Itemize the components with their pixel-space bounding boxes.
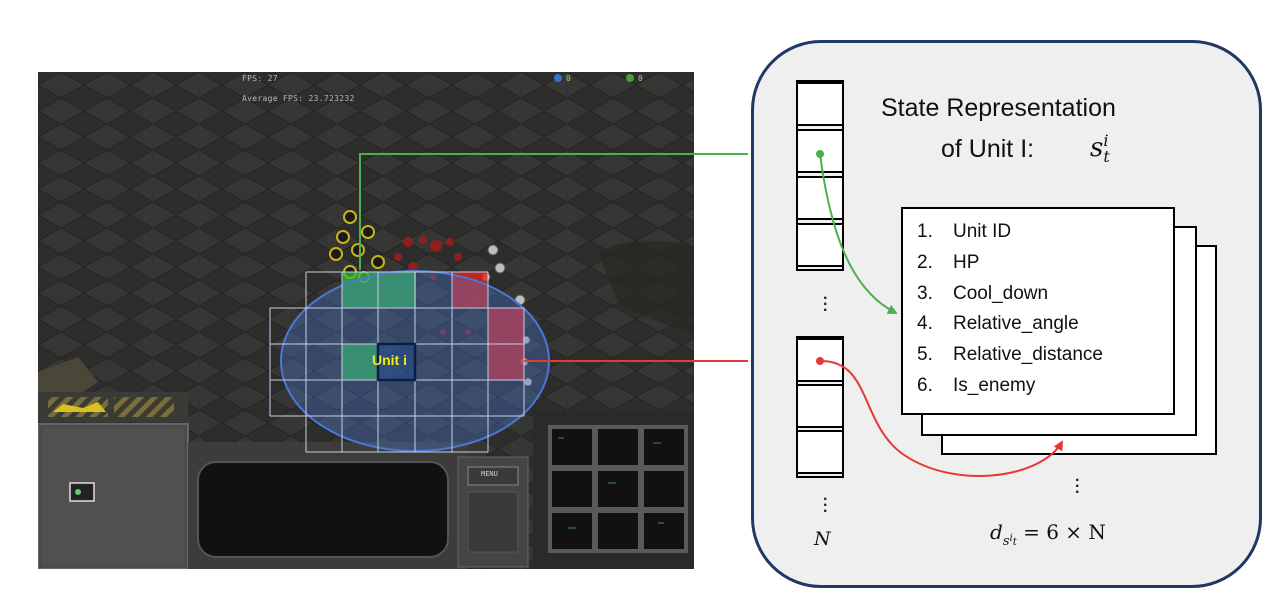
feature-card-front: [901, 207, 1175, 415]
menu-button[interactable]: [467, 466, 519, 486]
grid-highlight-red: [452, 272, 524, 380]
feature-item: 1. Unit ID: [917, 221, 1103, 252]
vertical-ellipsis: · · ·: [1075, 472, 1081, 501]
resource-count-blue: 0: [566, 74, 571, 83]
feature-item: 3. Cool_down: [917, 283, 1103, 314]
grid-highlight-green: [342, 272, 416, 380]
feature-number: 4.: [917, 313, 933, 335]
menu-label: MENU: [481, 470, 498, 478]
n-label: N: [814, 528, 831, 550]
average-fps-readout: Average FPS: 23.723232: [242, 94, 355, 103]
feature-number: 2.: [917, 251, 933, 273]
feature-number: 1.: [917, 221, 933, 242]
state-symbol-sup: i: [1103, 131, 1109, 150]
vertical-ellipsis: · · ·: [823, 491, 829, 520]
command-panel: [197, 461, 449, 558]
feature-item: 5. Relative_distance: [917, 344, 1103, 375]
formula-s: s: [1002, 534, 1010, 549]
panel-title-line1: State Representation: [881, 94, 1116, 122]
feature-item: 6. Is_enemy: [917, 375, 1103, 406]
feature-label: Is_enemy: [953, 374, 1036, 396]
feature-number: 5.: [917, 344, 933, 366]
formula-sup: i: [1009, 533, 1013, 544]
resource-count-green: 0: [638, 74, 643, 83]
feature-label: Relative_angle: [953, 313, 1079, 335]
green-curved-arrow: [819, 153, 898, 314]
feature-number: 6.: [917, 374, 933, 396]
feature-item: 2. HP: [917, 252, 1103, 283]
feature-item: 4. Relative_angle: [917, 313, 1103, 344]
button-grid: [548, 425, 688, 553]
feature-list: 1. Unit ID 2. HP 3. Cool_down 4. Relative_an…: [917, 221, 1103, 406]
resource-indicator: [53, 402, 106, 412]
formula-sub: t: [1012, 537, 1017, 548]
top-state-vector: [796, 80, 844, 271]
formula-d: d: [990, 520, 1003, 544]
feature-label: Cool_down: [953, 282, 1049, 304]
feature-label: Unit ID: [953, 221, 1012, 242]
panel-title-line2: of Unit I:: [941, 135, 1035, 163]
unit-i-cell: [376, 342, 417, 382]
resource-icons: [554, 74, 634, 82]
feature-label: HP: [953, 251, 980, 273]
green-connector: [359, 153, 748, 270]
fps-readout: FPS: 27: [242, 74, 278, 83]
unit-i-label: Unit i: [372, 352, 407, 368]
red-curved-arrow: [819, 359, 1064, 477]
vertical-ellipsis: · · ·: [823, 290, 829, 319]
feature-label: Relative_distance: [953, 344, 1103, 366]
bottom-state-vector: [796, 336, 844, 478]
feature-number: 3.: [917, 282, 933, 304]
state-symbol-sub: t: [1103, 147, 1110, 166]
dimension-formula: dsit = 6 × N: [990, 520, 1106, 549]
observation-grid: [269, 271, 525, 453]
state-symbol-base: s: [1090, 133, 1104, 163]
formula-rhs: = 6 × N: [1023, 520, 1106, 544]
minimap-selection[interactable]: [69, 482, 95, 502]
